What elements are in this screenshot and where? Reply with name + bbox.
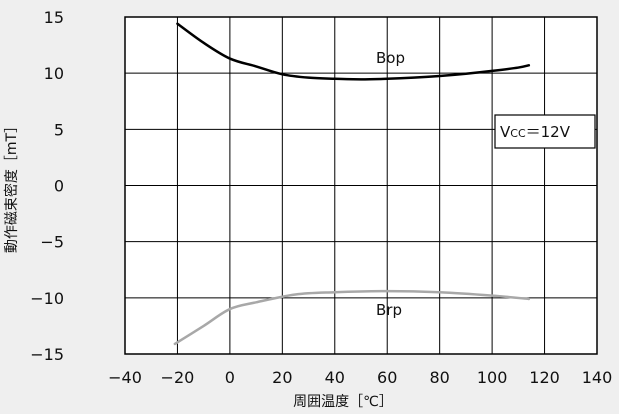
vcc-annotation-sub: CC (510, 127, 526, 140)
y-tick-label: −5 (40, 233, 64, 252)
y-tick-label: 0 (54, 177, 64, 196)
y-tick-label: 5 (54, 120, 64, 139)
y-tick-label: 15 (44, 8, 64, 27)
vcc-annotation-box (494, 114, 596, 149)
x-tick-label: 80 (429, 368, 449, 387)
x-axis-label: 周囲温度［℃］ (293, 394, 393, 410)
vcc-annotation-main: V (500, 123, 511, 141)
x-tick-label: 100 (477, 368, 508, 387)
x-tick-label: 60 (377, 368, 397, 387)
vcc-annotation-rest: ＝12V (526, 123, 571, 141)
y-tick-label: 10 (44, 64, 64, 83)
tick-labels: −40 −20 0 20 40 60 80 100 120 140 15 10 5 0 −5 −10 −15 (30, 8, 612, 387)
series-line-bop (176, 22, 531, 81)
series-line-brp (173, 289, 531, 346)
x-tick-label: −20 (161, 368, 195, 387)
x-tick-label: 140 (582, 368, 613, 387)
series-label-brp: Brp (376, 301, 402, 319)
x-tick-label: 40 (325, 368, 345, 387)
x-tick-label: 120 (529, 368, 560, 387)
x-tick-label: 0 (225, 368, 235, 387)
x-tick-label: 20 (272, 368, 292, 387)
y-tick-label: −10 (30, 289, 64, 308)
x-tick-label: −40 (108, 368, 142, 387)
vcc-annotation: VCC＝12V (494, 114, 596, 149)
series-label-bop: Bop (376, 49, 405, 67)
vcc-annotation-text: VCC＝12V (500, 123, 571, 141)
series-group (173, 22, 531, 346)
plot-frame (124, 16, 598, 355)
y-axis-label: 動作磁束密度［mT］ (3, 119, 20, 253)
y-tick-label: −15 (30, 345, 64, 364)
